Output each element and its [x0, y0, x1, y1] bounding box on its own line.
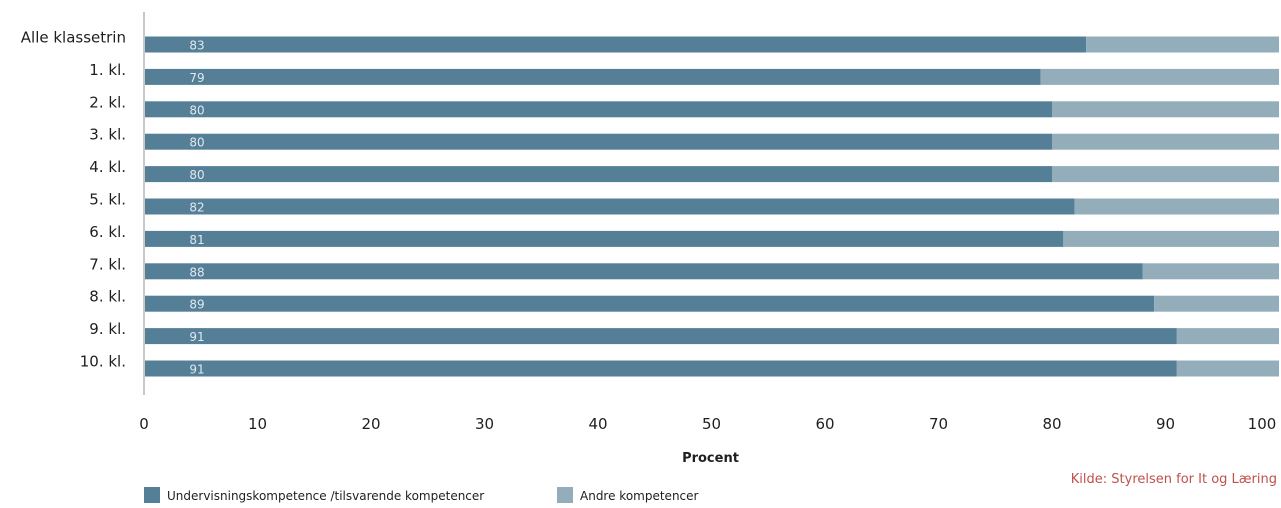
legend-swatch: [557, 487, 573, 503]
category-label: 7. kl.: [89, 255, 126, 273]
bar-undervisning: [144, 263, 1143, 280]
data-label: 81: [189, 233, 204, 247]
x-tick-label: 30: [475, 415, 494, 433]
bar-undervisning: [144, 36, 1087, 53]
bar-undervisning: [144, 295, 1155, 312]
bar-andre: [1176, 328, 1279, 345]
bar-andre: [1074, 198, 1279, 215]
category-label: 10. kl.: [80, 353, 126, 371]
category-label: 2. kl.: [89, 93, 126, 111]
category-label: 9. kl.: [89, 320, 126, 338]
data-label: 88: [189, 265, 204, 279]
bar-andre: [1176, 360, 1279, 377]
x-tick-label: 50: [702, 415, 721, 433]
bar-andre: [1154, 295, 1279, 312]
category-label: Alle klassetrin: [21, 29, 126, 47]
category-label: 1. kl.: [89, 61, 126, 79]
plot-area: 83 79 80 80 80 82 81 88 89 91 91: [144, 36, 1279, 377]
category-labels: Alle klassetrin 1. kl. 2. kl. 3. kl. 4. kl. 5…: [21, 29, 126, 371]
category-label: 8. kl.: [89, 288, 126, 306]
source-note: Kilde: Styrelsen for It og Læring: [1071, 472, 1277, 487]
bar-undervisning: [144, 166, 1052, 183]
data-label: 80: [189, 168, 204, 182]
data-label: 83: [189, 39, 204, 53]
x-tick-label: 60: [815, 415, 834, 433]
x-tick-label: 70: [929, 415, 948, 433]
x-tick-label: 20: [361, 415, 380, 433]
legend-label: Andre kompetencer: [580, 489, 699, 503]
bar-undervisning: [144, 198, 1075, 215]
data-label: 91: [189, 330, 204, 344]
x-tick-label: 90: [1156, 415, 1175, 433]
bar-undervisning: [144, 133, 1052, 150]
legend: Undervisningskompetence /tilsvarende kom…: [144, 487, 699, 503]
bar-andre: [1052, 101, 1279, 118]
data-label: 82: [189, 201, 204, 215]
x-tick-label: 100: [1248, 415, 1277, 433]
bar-andre: [1063, 230, 1279, 247]
category-label: 6. kl.: [89, 223, 126, 241]
data-label: 89: [189, 298, 204, 312]
bar-andre: [1052, 166, 1279, 183]
x-tick-label: 80: [1042, 415, 1061, 433]
x-tick-labels: 0 10 20 30 40 50 60 70 80 90 100: [139, 415, 1276, 433]
bar-undervisning: [144, 230, 1064, 247]
bar-andre: [1142, 263, 1279, 280]
legend-swatch: [144, 487, 160, 503]
x-tick-label: 0: [139, 415, 149, 433]
category-label: 3. kl.: [89, 126, 126, 144]
x-tick-label: 10: [248, 415, 267, 433]
bar-undervisning: [144, 68, 1041, 85]
data-label: 79: [189, 71, 204, 85]
legend-label: Undervisningskompetence /tilsvarende kom…: [167, 489, 484, 503]
data-label: 91: [189, 363, 204, 377]
category-label: 4. kl.: [89, 158, 126, 176]
bar-andre: [1040, 68, 1279, 85]
x-tick-label: 40: [588, 415, 607, 433]
category-label: 5. kl.: [89, 191, 126, 209]
data-label: 80: [189, 103, 204, 117]
bar-undervisning: [144, 328, 1177, 345]
bar-undervisning: [144, 101, 1052, 118]
bar-andre: [1086, 36, 1279, 53]
bar-undervisning: [144, 360, 1177, 377]
bar-andre: [1052, 133, 1279, 150]
x-axis-label: Procent: [682, 451, 739, 466]
data-label: 80: [189, 136, 204, 150]
